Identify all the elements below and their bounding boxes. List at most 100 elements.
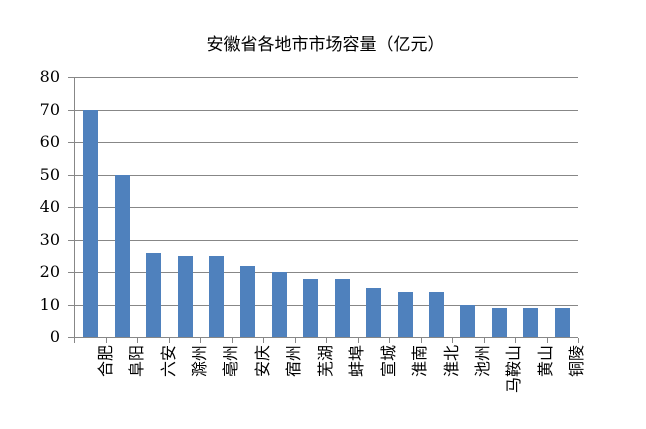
bar-宿州 bbox=[271, 272, 287, 337]
y-axis-ticks bbox=[68, 77, 74, 338]
bar-series bbox=[75, 77, 578, 337]
x-axis-tick bbox=[326, 338, 327, 343]
bar-cell bbox=[358, 77, 389, 337]
x-axis-tick bbox=[515, 338, 516, 343]
x-label-cell: 滁州 bbox=[168, 345, 209, 425]
y-axis-tick bbox=[68, 239, 74, 241]
bar-cell bbox=[452, 77, 483, 337]
y-axis: 0 10 20 30 40 50 60 70 80 bbox=[0, 68, 60, 346]
y-axis-tick bbox=[68, 77, 74, 78]
bar-cell bbox=[547, 77, 578, 337]
x-label-cell: 淮北 bbox=[420, 345, 461, 425]
chart-title: 安徽省各地市市场容量（亿元） bbox=[206, 35, 445, 55]
x-label-cell: 六安 bbox=[137, 345, 178, 425]
x-label-cell: 淮南 bbox=[388, 345, 429, 425]
bar-滁州 bbox=[177, 255, 193, 337]
x-axis-tick bbox=[452, 338, 453, 343]
gridline bbox=[75, 109, 578, 111]
x-label-cell: 亳州 bbox=[200, 345, 240, 425]
x-axis-tick bbox=[389, 338, 390, 343]
x-label-cell: 黄山 bbox=[514, 345, 555, 425]
bar-cell bbox=[515, 77, 546, 337]
y-axis-tick bbox=[68, 207, 74, 208]
bar-池州 bbox=[460, 304, 476, 337]
x-axis-tick bbox=[546, 338, 548, 343]
x-axis-tick bbox=[200, 338, 201, 343]
bar-淮北 bbox=[429, 291, 445, 337]
x-axis-tick bbox=[420, 338, 422, 343]
x-axis: 合肥 阜阳 六安 滁州 亳州 安庆 宿州 芜湖 蚌埠 宣城 淮南 淮北 池州 马鞍山 黄山 铜陵 bbox=[74, 345, 587, 425]
x-axis-tick bbox=[263, 338, 264, 343]
x-label-cell: 安庆 bbox=[231, 345, 272, 425]
x-label-cell: 宣城 bbox=[357, 345, 398, 425]
y-axis-tick bbox=[68, 272, 74, 273]
x-label-cell: 池州 bbox=[451, 345, 492, 425]
bar-宣城 bbox=[366, 288, 382, 337]
bar-马鞍山 bbox=[491, 307, 507, 337]
y-axis-tick-label: 40 bbox=[39, 197, 60, 216]
y-axis-tick-label: 80 bbox=[39, 67, 60, 86]
y-axis-tick bbox=[68, 337, 74, 338]
x-axis-tick bbox=[357, 338, 359, 343]
x-axis-tick bbox=[483, 338, 485, 343]
x-label-cell: 宿州 bbox=[263, 345, 303, 425]
x-axis-tick bbox=[137, 338, 138, 343]
x-label-cell: 阜阳 bbox=[105, 345, 146, 425]
bar-阜阳 bbox=[114, 174, 130, 337]
y-axis-tick bbox=[68, 304, 74, 306]
y-axis-tick bbox=[68, 109, 74, 111]
y-axis-tick-label: 60 bbox=[39, 132, 60, 151]
bar-cell bbox=[232, 77, 263, 337]
gridline bbox=[75, 174, 578, 176]
x-label-cell: 芜湖 bbox=[294, 345, 335, 425]
bar-淮南 bbox=[397, 291, 413, 337]
x-label-cell: 蚌埠 bbox=[326, 345, 366, 425]
bar-cell bbox=[421, 77, 452, 337]
y-axis-tick bbox=[68, 174, 74, 176]
bar-六安 bbox=[146, 252, 162, 337]
y-axis-tick-label: 0 bbox=[49, 327, 60, 346]
bar-黄山 bbox=[523, 307, 539, 337]
bar-芜湖 bbox=[303, 278, 319, 337]
x-axis-tick bbox=[231, 338, 233, 343]
y-axis-tick-label: 30 bbox=[39, 229, 60, 249]
gridline bbox=[75, 142, 578, 143]
plot-area bbox=[74, 77, 578, 338]
bar-cell bbox=[389, 77, 420, 337]
x-axis-tick bbox=[578, 338, 579, 343]
bar-cell bbox=[75, 77, 106, 337]
bar-cell bbox=[106, 77, 137, 337]
y-axis-tick-label: 70 bbox=[39, 99, 60, 119]
x-axis-ticks bbox=[74, 338, 579, 343]
bar-cell bbox=[138, 77, 169, 337]
bar-cell bbox=[327, 77, 358, 337]
bar-cell bbox=[201, 77, 232, 337]
x-axis-tick bbox=[105, 338, 107, 343]
bar-cell bbox=[484, 77, 515, 337]
x-axis-tick bbox=[168, 338, 170, 343]
gridline bbox=[75, 207, 578, 208]
bar-cell bbox=[295, 77, 326, 337]
bar-蚌埠 bbox=[334, 278, 350, 337]
bar-cell bbox=[264, 77, 295, 337]
gridline bbox=[75, 239, 578, 241]
gridline bbox=[75, 304, 578, 306]
x-axis-category-label: 铜陵 bbox=[567, 345, 587, 378]
gridline bbox=[75, 272, 578, 273]
bar-铜陵 bbox=[554, 307, 570, 337]
y-axis-tick-label: 20 bbox=[39, 262, 60, 281]
x-axis-tick bbox=[294, 338, 296, 343]
x-label-cell: 铜陵 bbox=[546, 345, 586, 425]
x-label-cell: 合肥 bbox=[74, 345, 115, 425]
bar-合肥 bbox=[83, 109, 99, 337]
y-axis-tick bbox=[68, 142, 74, 143]
bar-亳州 bbox=[208, 255, 224, 337]
x-axis-tick bbox=[74, 338, 75, 343]
bar-cell bbox=[169, 77, 200, 337]
x-label-cell: 马鞍山 bbox=[483, 345, 523, 425]
gridline bbox=[75, 77, 578, 78]
bar-安庆 bbox=[240, 265, 256, 337]
y-axis-tick-label: 50 bbox=[39, 164, 60, 184]
y-axis-tick-label: 10 bbox=[39, 294, 60, 314]
